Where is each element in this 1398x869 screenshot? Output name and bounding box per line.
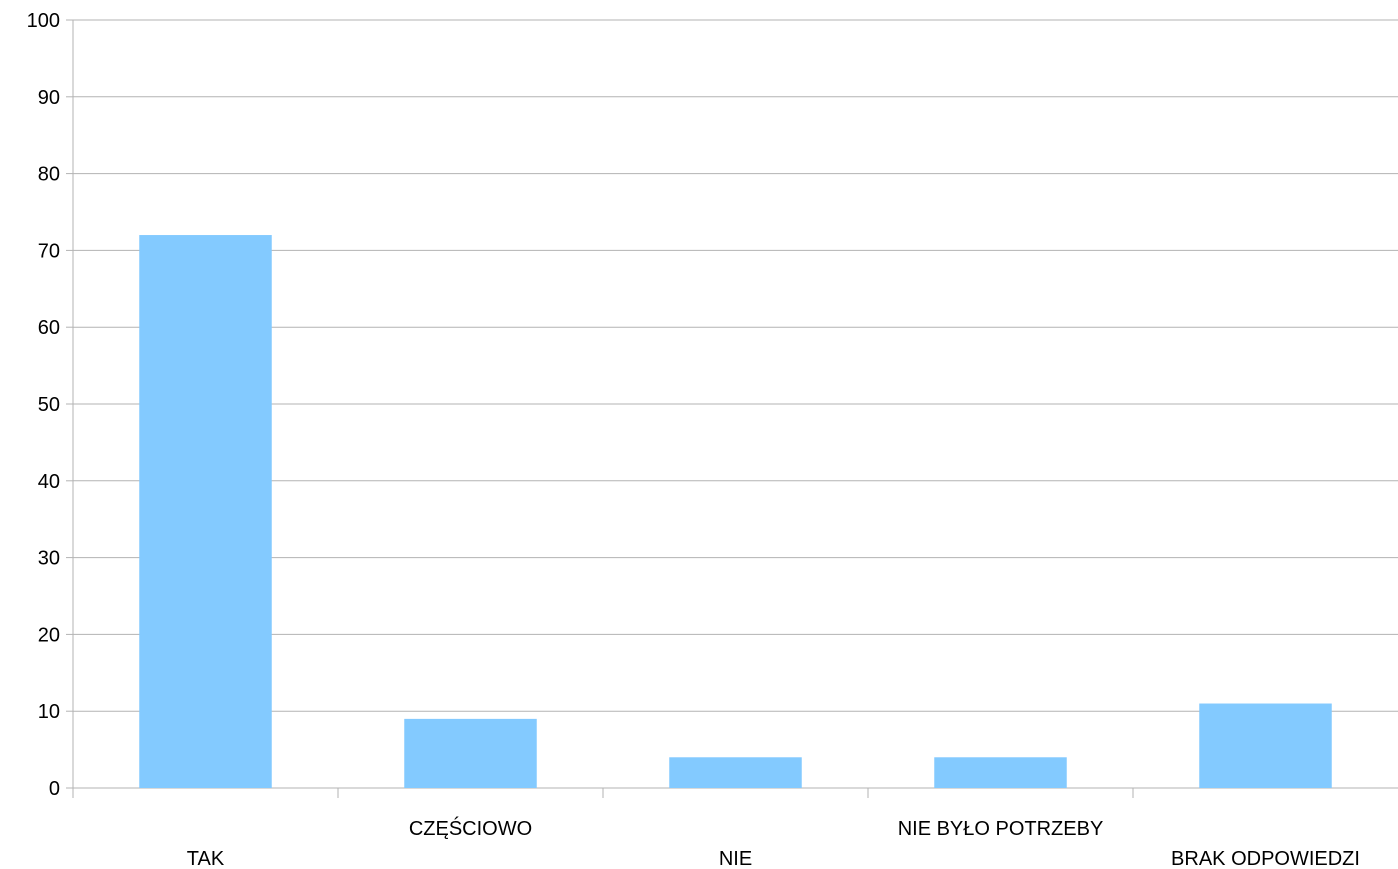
y-tick-label: 70 <box>38 240 60 262</box>
x-category-label: NIE BYŁO POTRZEBY <box>898 818 1104 840</box>
bar-brak-odpowiedzi <box>1199 703 1332 788</box>
y-axis-tick-labels: 0 10 20 30 40 50 60 70 80 90 100 <box>27 10 60 800</box>
y-tick-label: 60 <box>38 317 60 339</box>
y-tick-label: 20 <box>38 624 60 646</box>
x-category-label: CZĘŚCIOWO <box>409 816 532 840</box>
bar-tak <box>139 235 272 789</box>
y-tick-label: 10 <box>38 701 60 723</box>
y-tick-label: 50 <box>38 394 60 416</box>
y-tick-label: 0 <box>49 778 60 800</box>
gridlines <box>73 19 1398 712</box>
bars <box>139 235 1332 789</box>
bar-nie-było-potrzeby <box>934 757 1067 788</box>
bar-nie <box>669 757 802 788</box>
y-tick-label: 90 <box>38 87 60 109</box>
y-tick-label: 100 <box>27 10 60 32</box>
x-category-label: BRAK ODPOWIEDZI <box>1171 848 1360 869</box>
bar-częściowo <box>404 718 537 788</box>
x-category-label: NIE <box>719 848 752 869</box>
x-category-label: TAK <box>187 848 225 869</box>
y-tick-label: 40 <box>38 471 60 493</box>
y-tick-label: 30 <box>38 548 60 570</box>
x-axis-category-labels: TAK CZĘŚCIOWO NIE NIE BYŁO POTRZEBY BRAK ODP… <box>187 816 1360 869</box>
y-tick-label: 80 <box>38 164 60 186</box>
